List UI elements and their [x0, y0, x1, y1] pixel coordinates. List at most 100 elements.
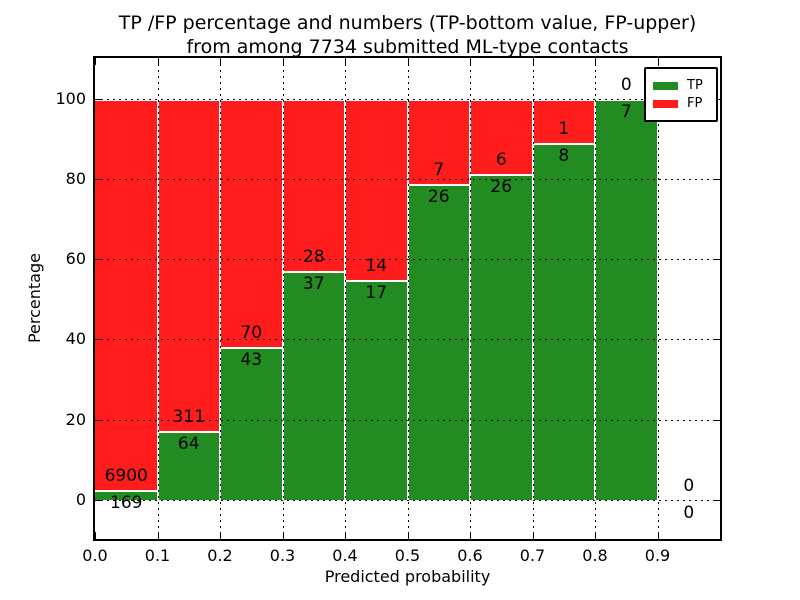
- axis-tick-top: [282, 58, 284, 65]
- gridline-vertical: [220, 58, 221, 539]
- x-tick-label: 0.8: [582, 546, 608, 565]
- gridline-horizontal: [95, 259, 720, 261]
- axis-tick-right: [713, 259, 720, 261]
- axis-tick-top: [345, 58, 346, 65]
- axis-tick-bottom: [595, 532, 596, 539]
- bar-value-label-tp: 169: [110, 493, 143, 514]
- bar-segment-tp: [345, 279, 408, 500]
- bar-value-label-tp: 17: [365, 282, 388, 303]
- y-tick-label: 20: [65, 409, 86, 429]
- bar-segment-tp: [95, 490, 158, 500]
- bar-value-label-tp: 37: [302, 274, 325, 295]
- chart-title-line2: from among 7734 submitted ML-type contac…: [186, 36, 629, 58]
- gridline-horizontal: [95, 419, 720, 421]
- bar-segment-fp: [220, 98, 283, 348]
- axis-tick-right: [713, 419, 720, 421]
- bar-value-label-fp: 6900: [104, 466, 148, 487]
- bar-value-label-fp: 70: [240, 323, 263, 344]
- axis-tick-left: [95, 178, 102, 180]
- bar-value-label-fp: 1: [558, 119, 570, 140]
- gridline-vertical: [595, 58, 596, 539]
- x-tick-label: 0.1: [144, 546, 171, 565]
- axis-tick-left: [95, 98, 102, 100]
- bar-value-label-fp: 311: [172, 407, 205, 428]
- legend-swatch-fp: [653, 99, 678, 108]
- bar-segment-fp: [282, 98, 345, 272]
- axis-tick-bottom: [220, 532, 221, 539]
- axis-tick-top: [532, 58, 534, 65]
- chart-title-line1: TP /FP percentage and numbers (TP-bottom…: [118, 12, 697, 34]
- y-tick-label: 100: [55, 88, 86, 108]
- legend-label-tp: TP: [687, 78, 703, 93]
- gridline-vertical: [407, 58, 409, 539]
- bar-segment-tp: [282, 271, 345, 500]
- axis-tick-bottom: [95, 532, 96, 539]
- plot-area: 6900 169 311 64 70 43 28 37 14 17 7 26 6 26 1 8 0 7 0 0 TP …: [93, 56, 722, 541]
- bar-segment-tp: [157, 431, 220, 500]
- gridline-horizontal: [95, 500, 720, 501]
- y-tick-label: 40: [65, 329, 86, 349]
- x-tick-label: 0.7: [519, 546, 546, 565]
- bar-value-label-fp: 7: [433, 159, 445, 180]
- bar-segment-fp: [470, 98, 533, 174]
- axis-tick-right: [713, 500, 720, 501]
- axis-tick-top: [95, 58, 96, 65]
- legend-item-tp: TP: [653, 78, 709, 93]
- gridline-horizontal: [95, 178, 720, 180]
- axis-tick-right: [713, 178, 720, 180]
- axis-tick-top: [220, 58, 221, 65]
- bar-value-label-tp: 64: [177, 434, 200, 455]
- bar-value-label-tp: 26: [490, 176, 513, 197]
- y-tick-label: 80: [65, 168, 86, 188]
- gridline-vertical: [657, 58, 659, 539]
- axis-tick-bottom: [345, 532, 346, 539]
- gridline-horizontal: [95, 339, 720, 341]
- axis-tick-bottom: [532, 532, 534, 539]
- gridline-vertical: [470, 58, 471, 539]
- legend: TP FP: [644, 67, 718, 122]
- axis-tick-bottom: [407, 532, 409, 539]
- axis-tick-bottom: [282, 532, 284, 539]
- chart-title: TP /FP percentage and numbers (TP-bottom…: [0, 11, 800, 59]
- axis-tick-left: [95, 419, 102, 421]
- axis-tick-top: [407, 58, 409, 65]
- axis-tick-bottom: [470, 532, 471, 539]
- bar-segment-fp: [407, 98, 470, 184]
- x-tick-label: 0.5: [394, 546, 421, 565]
- axis-tick-right: [713, 339, 720, 341]
- bar-value-label-tp: 8: [558, 146, 570, 167]
- gridline-vertical: [282, 58, 284, 539]
- legend-swatch-tp: [653, 81, 678, 90]
- gridline-vertical: [532, 58, 534, 539]
- x-tick-label: 0.6: [457, 546, 483, 565]
- x-tick-label: 0.3: [269, 546, 296, 565]
- x-tick-label: 0.2: [207, 546, 233, 565]
- axis-tick-left: [95, 259, 102, 261]
- x-tick-label: 0.0: [82, 546, 108, 565]
- axis-tick-bottom: [657, 532, 659, 539]
- bar-segment-tp: [470, 173, 533, 500]
- axis-tick-left: [95, 339, 102, 341]
- gridline-horizontal: [95, 98, 720, 100]
- gridline-vertical: [345, 58, 346, 539]
- bar-value-label-fp: 6: [495, 149, 507, 170]
- bar-segment-fp: [157, 98, 220, 432]
- gridline-vertical: [157, 58, 159, 539]
- bar-segment-fp: [95, 98, 158, 491]
- bar-segment-tp: [220, 347, 283, 500]
- bar-value-label-fp: 0: [683, 476, 695, 496]
- bar-value-label-fp: 0: [620, 74, 632, 95]
- axis-tick-top: [470, 58, 471, 65]
- axis-tick-top: [657, 58, 659, 65]
- bar-value-label-tp: 0: [683, 503, 695, 523]
- legend-item-fp: FP: [653, 96, 709, 111]
- bar-segment-tp: [407, 183, 470, 500]
- bar-segment-tp: [532, 143, 595, 500]
- y-tick-label: 60: [65, 249, 86, 269]
- bar-segment-fp: [345, 98, 408, 280]
- plot-inner: 6900 169 311 64 70 43 28 37 14 17 7 26 6 26 1 8 0 7 0 0: [95, 58, 720, 539]
- bar-value-label-fp: 28: [302, 247, 325, 268]
- legend-label-fp: FP: [687, 96, 703, 111]
- bar-value-label-tp: 43: [240, 350, 263, 371]
